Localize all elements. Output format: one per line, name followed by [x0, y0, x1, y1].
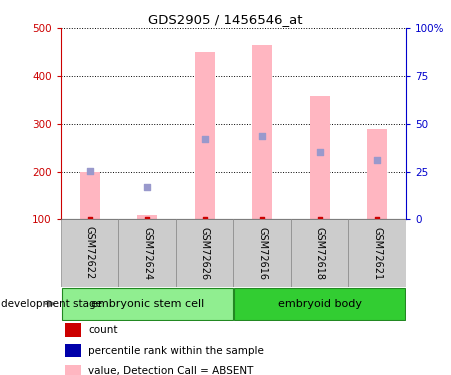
Bar — [61, 219, 118, 287]
Bar — [252, 45, 272, 219]
Text: GSM72626: GSM72626 — [200, 226, 210, 280]
Point — [143, 184, 151, 190]
Bar — [137, 214, 157, 219]
Text: percentile rank within the sample: percentile rank within the sample — [88, 346, 264, 355]
Text: GDS2905 / 1456546_at: GDS2905 / 1456546_at — [148, 13, 303, 26]
Bar — [349, 219, 406, 287]
Point — [373, 157, 381, 163]
Text: GSM72621: GSM72621 — [372, 226, 382, 280]
Point — [373, 216, 381, 222]
Point — [201, 216, 208, 222]
Bar — [234, 288, 405, 320]
Bar — [119, 219, 176, 287]
Text: value, Detection Call = ABSENT: value, Detection Call = ABSENT — [88, 366, 253, 375]
Text: count: count — [88, 325, 117, 335]
Point — [143, 216, 151, 222]
Bar — [79, 172, 100, 219]
Text: GSM72622: GSM72622 — [85, 226, 95, 280]
Point — [258, 133, 266, 139]
Point — [258, 216, 266, 222]
Bar — [176, 219, 234, 287]
Bar — [234, 219, 291, 287]
Text: embryonic stem cell: embryonic stem cell — [91, 299, 204, 309]
Bar — [309, 96, 330, 219]
Bar — [194, 52, 215, 219]
Point — [201, 136, 208, 142]
Bar — [62, 288, 233, 320]
Point — [86, 168, 93, 174]
Text: embryoid body: embryoid body — [278, 299, 362, 309]
Point — [86, 216, 93, 222]
Bar — [367, 129, 387, 219]
Bar — [291, 219, 349, 287]
Text: GSM72616: GSM72616 — [257, 226, 267, 280]
Text: development stage: development stage — [1, 299, 102, 309]
Text: GSM72618: GSM72618 — [315, 226, 325, 280]
Point — [316, 149, 323, 155]
Text: GSM72624: GSM72624 — [142, 226, 152, 280]
Point — [316, 216, 323, 222]
